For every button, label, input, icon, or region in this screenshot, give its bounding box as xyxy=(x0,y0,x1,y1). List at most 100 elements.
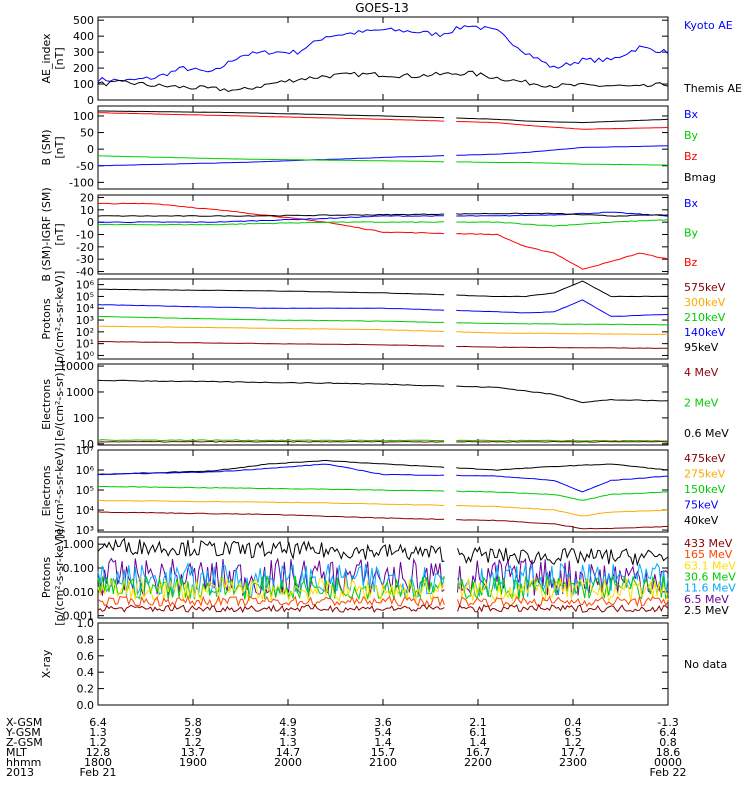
legend-entry: 63.1 MeV xyxy=(684,559,736,572)
legend-entry: No data xyxy=(684,658,727,671)
series-475kev xyxy=(97,511,668,530)
y-tick-label: 0 xyxy=(87,216,94,229)
y-tick-label: 0.8 xyxy=(77,633,95,646)
x-axis-value: 5.8 xyxy=(184,716,202,729)
y-tick-label: -20 xyxy=(76,241,94,254)
legend-entry: 275keV xyxy=(684,468,726,481)
legend-entry: 11.6 MeV xyxy=(684,582,736,595)
y-tick-label: -50 xyxy=(76,160,94,173)
series-165-mev xyxy=(97,595,669,608)
y-tick-label: 100 xyxy=(73,110,94,123)
y-tick-label: 10⁶ xyxy=(76,279,95,292)
y-tick-label: 0.4 xyxy=(77,666,95,679)
legend-entry: 95keV xyxy=(684,341,719,354)
legend-entry: 150keV xyxy=(684,483,726,496)
x-axis-row-label: 2013 xyxy=(6,766,34,779)
x-axis-value: Feb 22 xyxy=(650,766,687,779)
x-axis-value: 2.9 xyxy=(184,726,202,739)
legend-entry: 300keV xyxy=(684,296,726,309)
y-tick-label: 1000 xyxy=(66,386,94,399)
y-tick-label: 200 xyxy=(73,62,94,75)
legend-entry: 75keV xyxy=(684,499,719,512)
y-axis-label: B (SM) xyxy=(40,129,53,165)
y-tick-label: 10⁶ xyxy=(76,464,95,477)
x-axis-value: 3.6 xyxy=(374,716,392,729)
x-axis-value: 1.4 xyxy=(374,736,392,749)
series-575kev xyxy=(97,340,669,349)
x-axis-value: 5.4 xyxy=(374,726,392,739)
series-150kev xyxy=(97,486,669,501)
y-tick-label: 10⁰ xyxy=(76,349,95,362)
x-axis-value: 1900 xyxy=(179,756,207,769)
x-axis-value: 6.5 xyxy=(564,726,582,739)
x-axis-value: 4.3 xyxy=(279,726,297,739)
plot-title: GOES-13 xyxy=(355,1,409,15)
series-210kev xyxy=(97,315,669,326)
y-tick-label: -10 xyxy=(76,229,94,242)
y-tick-label: -40 xyxy=(76,266,94,279)
legend-entry: Bmag xyxy=(684,171,716,184)
series-2-5-mev xyxy=(97,537,669,567)
x-axis-value: 1.2 xyxy=(564,736,582,749)
series-bx xyxy=(97,211,669,223)
y-tick-label: 50 xyxy=(80,127,94,140)
x-axis-value: 1.2 xyxy=(89,736,107,749)
x-axis-value: 6.1 xyxy=(469,726,487,739)
y-tick-label: 10⁵ xyxy=(76,484,94,497)
series-by xyxy=(97,218,669,227)
x-axis-row-label: hhmm xyxy=(6,756,41,769)
series-bz xyxy=(97,112,669,130)
x-axis-value: 2000 xyxy=(274,756,302,769)
x-axis-value: 0.4 xyxy=(564,716,582,729)
y-tick-label: 100 xyxy=(73,78,94,91)
legend-entry: 433 MeV xyxy=(684,537,733,550)
legend-entry: Bz xyxy=(684,150,698,163)
y-axis-unit: [p/(cm²-s-sr-keV)] xyxy=(53,529,66,626)
x-axis-value: 0000 xyxy=(654,756,682,769)
series-bx xyxy=(97,145,669,167)
y-axis-unit: [nT] xyxy=(53,136,66,158)
x-axis-value: 2300 xyxy=(559,756,587,769)
x-axis-value: 6.4 xyxy=(89,716,107,729)
x-axis-value: 2200 xyxy=(464,756,492,769)
x-axis-row-label: Z-GSM xyxy=(6,736,43,749)
series-0-6-mev xyxy=(97,379,669,404)
panel-frame xyxy=(97,278,669,360)
x-axis-value: 1.3 xyxy=(279,736,297,749)
y-tick-label: 300 xyxy=(73,46,94,59)
y-tick-label: 10⁵ xyxy=(76,290,94,303)
series-30-6-mev xyxy=(97,575,669,602)
x-axis-value: 14.7 xyxy=(276,746,301,759)
y-axis-label: B (SM)-IGRF (SM) xyxy=(40,187,53,281)
panel-frame xyxy=(97,363,669,446)
x-axis-value: -1.3 xyxy=(657,716,678,729)
legend-entry: 30.6 MeV xyxy=(684,571,736,584)
series-95kev xyxy=(98,280,668,298)
legend-entry: 2.5 MeV xyxy=(684,604,729,617)
y-tick-label: 10⁴ xyxy=(76,504,95,517)
y-axis-unit: [nT] xyxy=(53,47,66,69)
y-tick-label: -30 xyxy=(76,253,94,266)
series-4-mev xyxy=(97,440,669,443)
x-axis-value: 0.8 xyxy=(659,736,677,749)
y-tick-label: 10² xyxy=(76,326,94,339)
y-axis-unit: [e/(cm²-s-sr)] xyxy=(53,368,66,441)
panel-electrons1: 10000 1000 100 10 Electrons [e/(cm²-s-sr)] 4 M… xyxy=(40,360,729,451)
legend-entry: 2 MeV xyxy=(684,397,719,410)
x-axis-row-label: MLT xyxy=(6,746,27,759)
panel-ae: 500 400 300 200 100 0 AE_index [nT] Kyoto AE Them… xyxy=(40,14,742,107)
panel-electrons2: 10⁷ 10⁶ 10⁵ 10⁴ 10³ Electrons [e/(cm²-s-sr-keV… xyxy=(40,443,726,539)
x-axis-value: 1800 xyxy=(84,756,112,769)
x-axis-value: 1.2 xyxy=(184,736,202,749)
x-axis-value: 15.7 xyxy=(371,746,396,759)
x-axis-value: Feb 21 xyxy=(80,766,117,779)
x-axis-value: 1.3 xyxy=(89,726,107,739)
y-tick-label: 20 xyxy=(80,191,94,204)
series-2-mev xyxy=(97,439,669,442)
legend-entry: Bx xyxy=(684,197,699,210)
legend-entry: 475keV xyxy=(684,452,726,465)
x-axis-value: 6.4 xyxy=(659,726,677,739)
legend-entry: 575keV xyxy=(684,281,726,294)
series-6-5-mev xyxy=(97,557,669,597)
